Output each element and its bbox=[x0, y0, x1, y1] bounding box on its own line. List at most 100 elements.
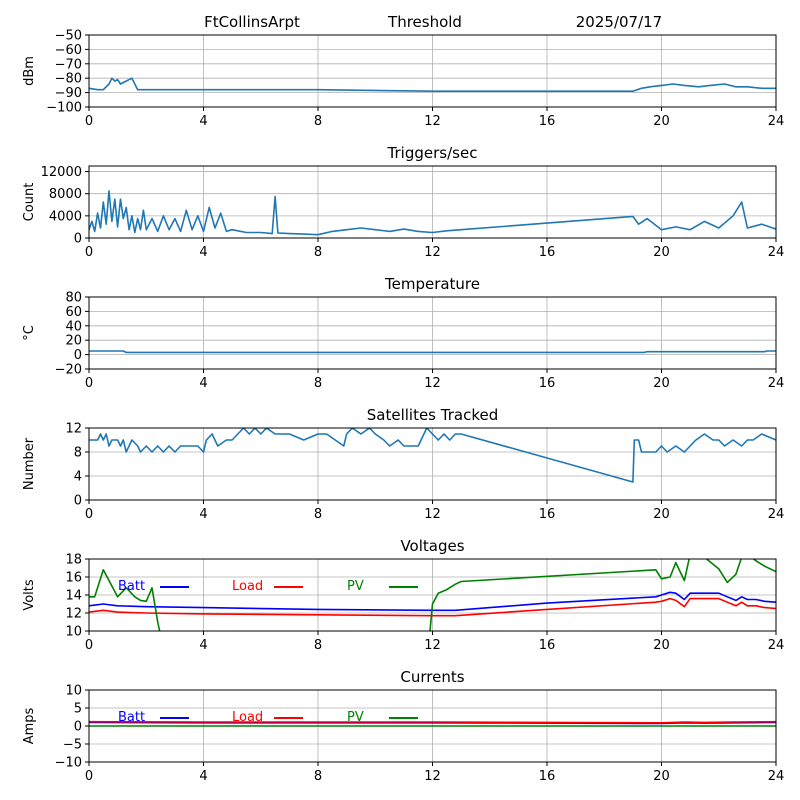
series-line bbox=[89, 190, 776, 236]
x-tick-label: 24 bbox=[768, 638, 785, 653]
chart-title: Satellites Tracked bbox=[367, 406, 498, 424]
legend-label-load: Load bbox=[232, 579, 263, 594]
y-tick-label: −60 bbox=[55, 43, 82, 58]
x-tick-label: 24 bbox=[768, 769, 785, 784]
x-tick-label: 12 bbox=[424, 114, 441, 129]
y-tick-label: −90 bbox=[55, 86, 82, 101]
x-tick-label: 4 bbox=[199, 114, 207, 129]
chart-title: Currents bbox=[400, 668, 464, 686]
x-tick-label: 8 bbox=[314, 638, 322, 653]
y-tick-label: −20 bbox=[55, 363, 82, 378]
x-tick-label: 8 bbox=[314, 769, 322, 784]
y-tick-label: 12 bbox=[65, 607, 82, 622]
x-tick-label: 0 bbox=[85, 769, 93, 784]
x-tick-label: 4 bbox=[199, 638, 207, 653]
y-tick-label: 18 bbox=[65, 553, 82, 568]
y-axis-label: Count bbox=[22, 183, 37, 222]
y-tick-label: 0 bbox=[74, 232, 82, 247]
y-tick-label: 0 bbox=[74, 494, 82, 509]
x-tick-label: 24 bbox=[768, 114, 785, 129]
y-tick-label: −10 bbox=[55, 756, 82, 771]
x-tick-label: 20 bbox=[653, 638, 670, 653]
x-tick-label: 20 bbox=[653, 114, 670, 129]
chart-panel-4: 0 4 8 12 16 20 24 0 4 8 12 Satellites Tracked Number bbox=[22, 406, 784, 522]
x-tick-label: 24 bbox=[768, 245, 785, 260]
y-tick-label: 12000 bbox=[41, 165, 82, 180]
x-tick-label: 8 bbox=[314, 245, 322, 260]
y-tick-label: 4 bbox=[74, 470, 82, 485]
x-tick-label: 12 bbox=[424, 769, 441, 784]
station-name: FtCollinsArpt bbox=[204, 13, 300, 31]
legend-label-batt: Batt bbox=[118, 710, 145, 725]
x-tick-label: 0 bbox=[85, 507, 93, 522]
y-tick-label: 8000 bbox=[49, 187, 82, 202]
series-line bbox=[89, 350, 776, 354]
chart-title: Triggers/sec bbox=[387, 144, 478, 162]
x-tick-label: 16 bbox=[539, 376, 556, 391]
y-tick-label: 80 bbox=[65, 291, 82, 306]
y-tick-label: 0 bbox=[74, 348, 82, 363]
x-tick-label: 20 bbox=[653, 769, 670, 784]
x-tick-label: 12 bbox=[424, 376, 441, 391]
x-tick-label: 0 bbox=[85, 638, 93, 653]
x-tick-label: 20 bbox=[653, 245, 670, 260]
x-tick-label: 8 bbox=[314, 507, 322, 522]
x-tick-label: 24 bbox=[768, 507, 785, 522]
chart-title: Temperature bbox=[384, 275, 480, 293]
x-tick-label: 24 bbox=[768, 376, 785, 391]
x-tick-label: 20 bbox=[653, 507, 670, 522]
x-tick-label: 16 bbox=[539, 769, 556, 784]
x-tick-label: 0 bbox=[85, 245, 93, 260]
x-tick-label: 0 bbox=[85, 376, 93, 391]
x-tick-label: 4 bbox=[199, 769, 207, 784]
chart-panel-2: 0 4 8 12 16 20 24 0 4000 8000 12000 Triggers/sec Cou… bbox=[22, 144, 784, 260]
series-line-load bbox=[89, 720, 776, 724]
series-line-batt bbox=[89, 591, 776, 612]
y-axis-label: dBm bbox=[22, 56, 37, 86]
chart-title: Voltages bbox=[400, 537, 464, 555]
series-line-load bbox=[89, 597, 776, 617]
plot-date: 2025/07/17 bbox=[576, 13, 662, 31]
y-axis-label: Volts bbox=[22, 579, 37, 611]
x-tick-label: 4 bbox=[199, 376, 207, 391]
x-tick-label: 0 bbox=[85, 114, 93, 129]
x-tick-label: 8 bbox=[314, 376, 322, 391]
x-tick-label: 16 bbox=[539, 245, 556, 260]
x-tick-label: 16 bbox=[539, 507, 556, 522]
y-tick-label: 8 bbox=[74, 446, 82, 461]
series-line-pv bbox=[89, 559, 776, 631]
y-tick-label: 20 bbox=[65, 334, 82, 349]
y-tick-label: 16 bbox=[65, 571, 82, 586]
y-axis-label: Number bbox=[22, 437, 37, 490]
y-tick-label: 12 bbox=[65, 422, 82, 437]
x-tick-label: 8 bbox=[314, 114, 322, 129]
series-line bbox=[89, 77, 776, 92]
x-tick-label: 12 bbox=[424, 507, 441, 522]
y-tick-label: 14 bbox=[65, 589, 82, 604]
x-tick-label: 12 bbox=[424, 245, 441, 260]
x-tick-label: 20 bbox=[653, 376, 670, 391]
y-tick-label: 5 bbox=[74, 702, 82, 717]
y-tick-label: −80 bbox=[55, 72, 82, 87]
y-tick-label: −5 bbox=[63, 738, 82, 753]
legend-label-load: Load bbox=[232, 710, 263, 725]
y-tick-label: 40 bbox=[65, 319, 82, 334]
series-line bbox=[89, 428, 776, 483]
x-tick-label: 16 bbox=[539, 114, 556, 129]
legend-label-pv: PV bbox=[347, 710, 364, 725]
plot-name: Threshold bbox=[387, 13, 462, 31]
y-tick-label: 10 bbox=[65, 684, 82, 699]
y-tick-label: 4000 bbox=[49, 209, 82, 224]
chart-panel-5: 0 4 8 12 16 20 24 10 12 14 16 18 Voltages Volts Batt Lo… bbox=[22, 537, 784, 653]
x-tick-label: 4 bbox=[199, 245, 207, 260]
y-tick-label: −100 bbox=[46, 101, 82, 116]
chart-panel-6: 0 4 8 12 16 20 24 −10 −5 0 5 10 Currents Amps Batt Load… bbox=[22, 668, 784, 784]
y-axis-label: Amps bbox=[22, 707, 37, 744]
legend-label-batt: Batt bbox=[118, 579, 145, 594]
y-axis-label: °C bbox=[22, 325, 37, 341]
y-tick-label: 0 bbox=[74, 720, 82, 735]
chart-panel-1: 0 4 8 12 16 20 24 −100−90−80−70−60−50 dBm bbox=[22, 29, 784, 130]
y-tick-label: −70 bbox=[55, 57, 82, 72]
